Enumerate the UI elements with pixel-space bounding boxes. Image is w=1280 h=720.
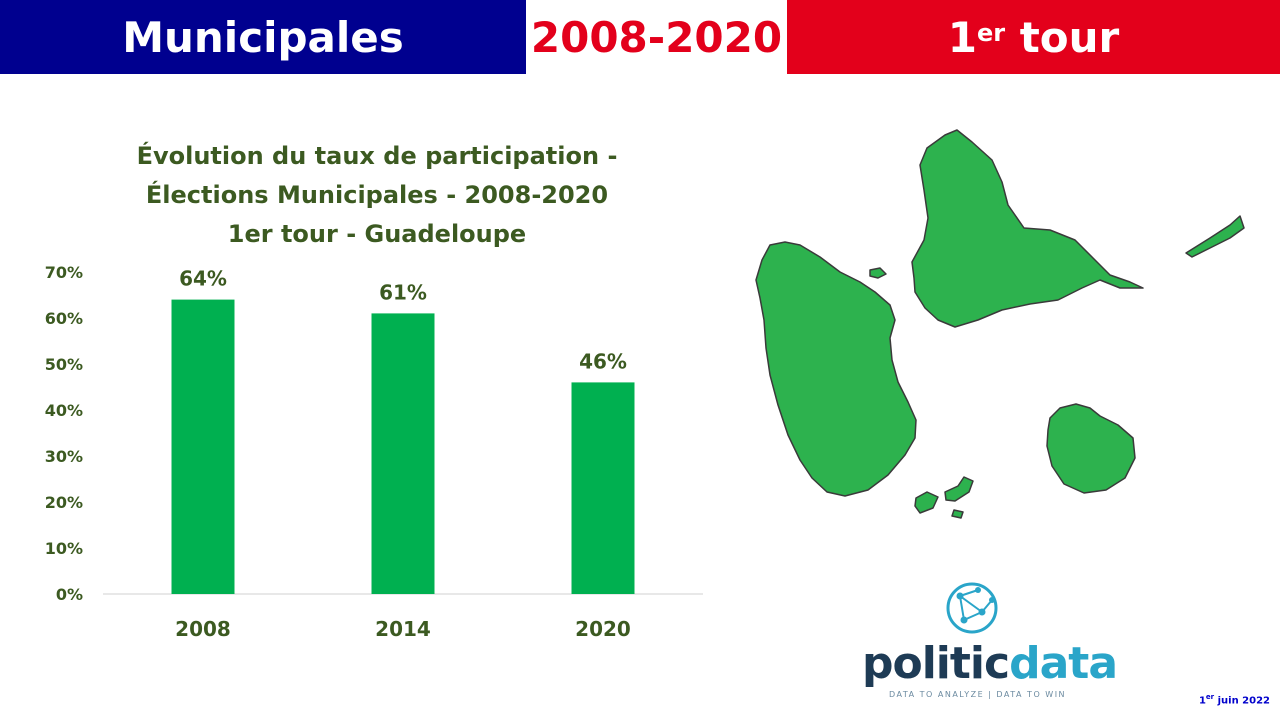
banner-years: 2008-2020 <box>526 0 787 74</box>
y-tick-label: 70% <box>45 263 83 282</box>
chart-axis: 0% 10% 20% 30% 40% 50% 60% 70% 2008 2014 2020 <box>45 263 703 641</box>
bar-2020 <box>571 382 635 594</box>
x-tick-label-2014: 2014 <box>375 617 431 641</box>
footer-date-day: 1 <box>1198 695 1206 706</box>
basse-terre-island <box>755 241 917 497</box>
banner-municipales: Municipales <box>0 0 526 74</box>
banner-round-number: 1 <box>947 12 977 62</box>
footer-date-rest: juin 2022 <box>1214 695 1270 706</box>
les-saintes-islet <box>951 509 964 519</box>
x-tick-label-2008: 2008 <box>175 617 231 641</box>
y-tick-label: 30% <box>45 447 83 466</box>
logo-word-data: data <box>1009 638 1118 689</box>
logo-wordmark: politicdata <box>862 642 1118 686</box>
banner-round: 1 er tour <box>787 0 1280 74</box>
chart-title-line: Élections Municipales - 2008-2020 <box>146 180 608 209</box>
y-tick-label: 40% <box>45 401 83 420</box>
les-saintes-island-east <box>944 476 974 502</box>
logo-word-politic: politic <box>862 638 1010 689</box>
islet-cul-de-sac <box>869 267 887 279</box>
data-label-2008: 64% <box>179 267 227 291</box>
y-tick-label: 10% <box>45 539 83 558</box>
banner-round-text: tour <box>1005 12 1120 62</box>
banner-municipales-text: Municipales <box>122 12 404 62</box>
y-tick-label: 0% <box>56 585 83 604</box>
guadeloupe-map-icon <box>755 129 1245 519</box>
data-label-2020: 46% <box>579 349 627 373</box>
banner-round-sup: er <box>976 19 1006 47</box>
footer-date: 1er juin 2022 <box>1199 693 1270 706</box>
y-tick-label: 60% <box>45 309 83 328</box>
footer-date-sup: er <box>1205 692 1215 701</box>
politicdata-logo: politicdata DATA TO ANALYZE | DATA TO WI… <box>856 578 1118 708</box>
chart-title-line: Évolution du taux de participation - <box>137 141 618 170</box>
data-label-2014: 61% <box>379 280 427 304</box>
chart-bars: 64% 61% 46% <box>171 267 635 594</box>
y-tick-label: 20% <box>45 493 83 512</box>
y-tick-label: 50% <box>45 355 83 374</box>
bar-2014 <box>371 313 435 594</box>
x-tick-label-2020: 2020 <box>575 617 631 641</box>
banner-years-text: 2008-2020 <box>530 12 783 62</box>
chart-title-line: 1er tour - Guadeloupe <box>228 220 526 248</box>
chart-title: Évolution du taux de participation - Élec… <box>137 141 618 248</box>
les-saintes-island-west <box>914 491 939 514</box>
la-desirade-island <box>1185 215 1245 258</box>
bar-2008 <box>171 299 235 594</box>
grande-terre-island <box>911 129 1144 328</box>
participation-bar-chart: Évolution du taux de participation - Élec… <box>45 141 703 641</box>
marie-galante-island <box>1046 403 1136 494</box>
network-globe-icon <box>946 582 998 634</box>
logo-tagline: DATA TO ANALYZE | DATA TO WIN <box>889 690 1067 699</box>
